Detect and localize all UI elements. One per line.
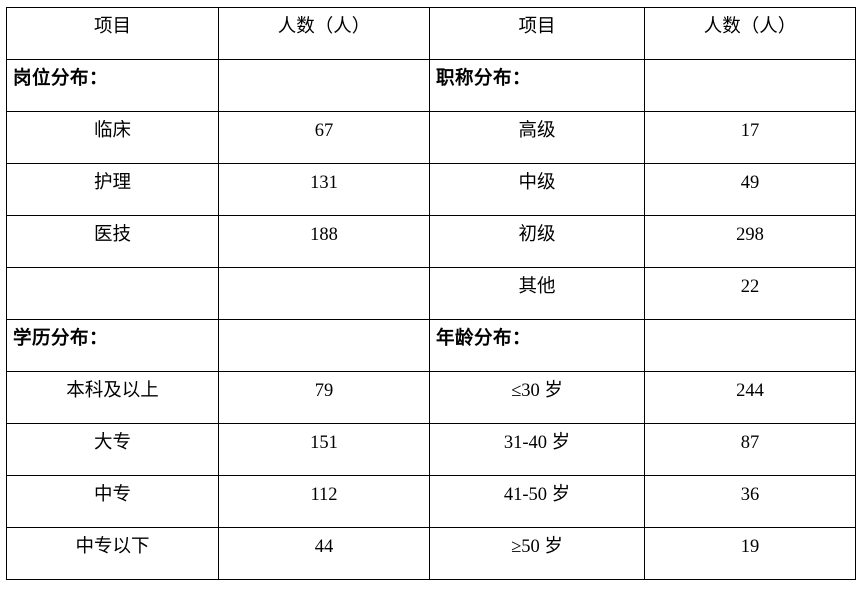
cell-label-nursing: 护理 <box>6 163 219 216</box>
cell-count-empty <box>218 319 430 372</box>
table-row: 岗位分布： 职称分布： <box>6 59 856 112</box>
header-item-right: 项目 <box>429 7 645 60</box>
cell-label-junior: 初级 <box>429 215 645 268</box>
cell-count-clinical: 67 <box>218 111 430 164</box>
table-row: 临床 67 高级 17 <box>6 111 856 164</box>
cell-label-college: 大专 <box>6 423 219 476</box>
cell-label-secondary-school: 中专 <box>6 475 219 528</box>
section-heading-education-distribution: 学历分布： <box>6 319 219 372</box>
cell-label-empty <box>6 267 219 320</box>
cell-label-senior: 高级 <box>429 111 645 164</box>
table-row: 中专 112 41-50 岁 36 <box>6 475 856 528</box>
table-row: 本科及以上 79 ≤30 岁 244 <box>6 371 856 424</box>
table-row: 医技 188 初级 298 <box>6 215 856 268</box>
cell-label-bachelor-and-above: 本科及以上 <box>6 371 219 424</box>
cell-count-empty <box>218 59 430 112</box>
cell-count-medical-technical: 188 <box>218 215 430 268</box>
cell-count-college: 151 <box>218 423 430 476</box>
cell-count-nursing: 131 <box>218 163 430 216</box>
section-heading-title-distribution: 职称分布： <box>429 59 645 112</box>
table-body: 项目 人数（人） 项目 人数（人） 岗位分布： 职称分布： 临床 67 高级 1… <box>6 7 856 580</box>
cell-count-empty <box>644 319 856 372</box>
header-count-right: 人数（人） <box>644 7 856 60</box>
cell-count-empty <box>218 267 430 320</box>
cell-count-intermediate: 49 <box>644 163 856 216</box>
cell-count-bachelor-and-above: 79 <box>218 371 430 424</box>
cell-count-other: 22 <box>644 267 856 320</box>
table-row: 其他 22 <box>6 267 856 320</box>
cell-count-age-31-40: 87 <box>644 423 856 476</box>
cell-count-age-41-50: 36 <box>644 475 856 528</box>
cell-count-secondary-school: 112 <box>218 475 430 528</box>
cell-label-age-30-and-under: ≤30 岁 <box>429 371 645 424</box>
cell-count-age-50-and-over: 19 <box>644 527 856 580</box>
cell-count-below-secondary: 44 <box>218 527 430 580</box>
cell-label-intermediate: 中级 <box>429 163 645 216</box>
header-item-left: 项目 <box>6 7 219 60</box>
cell-label-age-41-50: 41-50 岁 <box>429 475 645 528</box>
cell-count-age-30-and-under: 244 <box>644 371 856 424</box>
cell-count-empty <box>644 59 856 112</box>
table-row: 学历分布： 年龄分布： <box>6 319 856 372</box>
cell-label-other: 其他 <box>429 267 645 320</box>
cell-label-clinical: 临床 <box>6 111 219 164</box>
cell-label-age-50-and-over: ≥50 岁 <box>429 527 645 580</box>
table-row: 中专以下 44 ≥50 岁 19 <box>6 527 856 580</box>
table-row: 大专 151 31-40 岁 87 <box>6 423 856 476</box>
table-header-row: 项目 人数（人） 项目 人数（人） <box>6 7 856 60</box>
cell-label-below-secondary: 中专以下 <box>6 527 219 580</box>
cell-label-medical-technical: 医技 <box>6 215 219 268</box>
section-heading-age-distribution: 年龄分布： <box>429 319 645 372</box>
statistics-table-container: 项目 人数（人） 项目 人数（人） 岗位分布： 职称分布： 临床 67 高级 1… <box>6 7 856 580</box>
cell-count-senior: 17 <box>644 111 856 164</box>
section-heading-post-distribution: 岗位分布： <box>6 59 219 112</box>
header-count-left: 人数（人） <box>218 7 430 60</box>
cell-count-junior: 298 <box>644 215 856 268</box>
cell-label-age-31-40: 31-40 岁 <box>429 423 645 476</box>
staff-statistics-table: 项目 人数（人） 项目 人数（人） 岗位分布： 职称分布： 临床 67 高级 1… <box>6 7 856 580</box>
table-row: 护理 131 中级 49 <box>6 163 856 216</box>
